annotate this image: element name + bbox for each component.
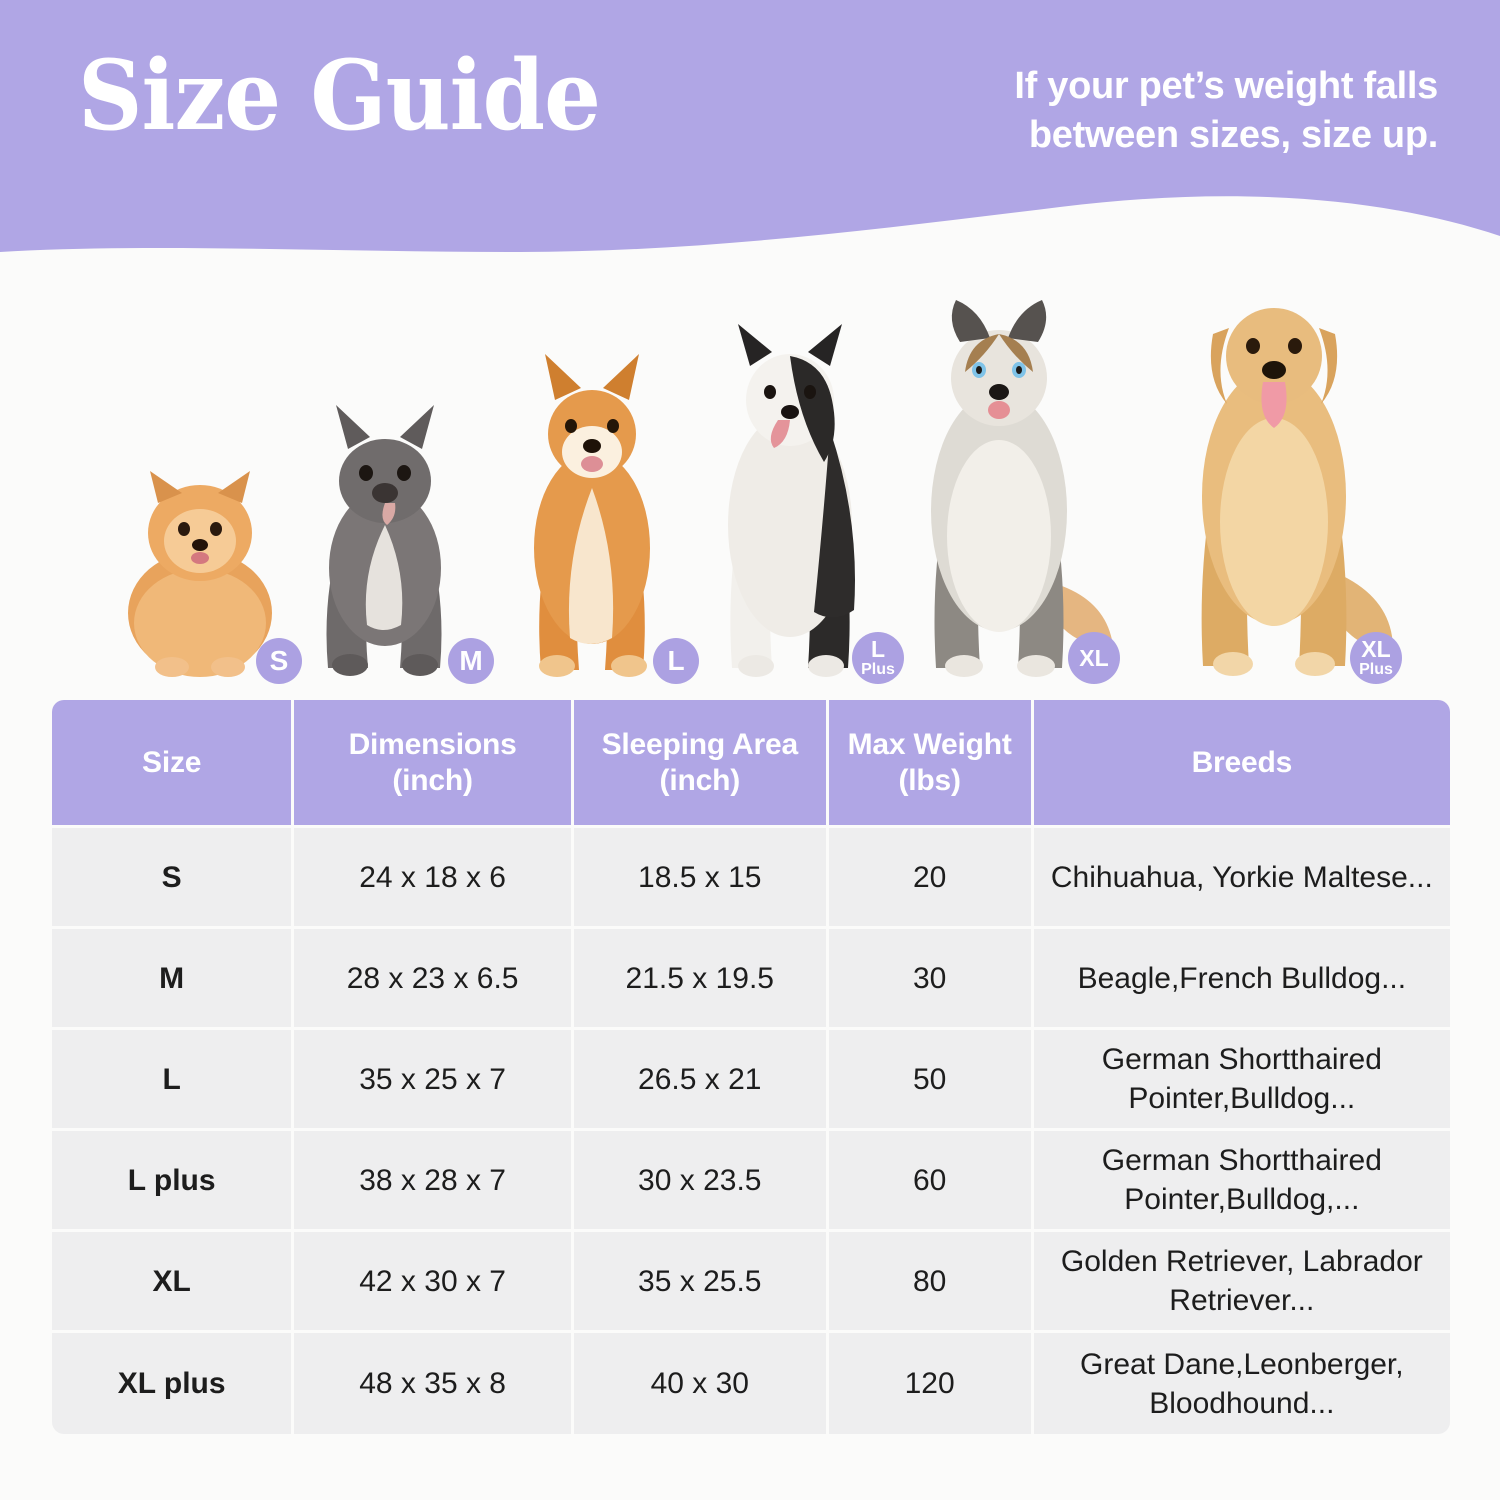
cell-size: L <box>52 1030 295 1131</box>
header-banner: Size Guide If your pet’s weight falls be… <box>0 0 1500 262</box>
cell-max-weight: 60 <box>828 1131 1034 1232</box>
column-header-unit: (inch) <box>659 763 741 797</box>
cell-size: M <box>52 929 295 1030</box>
table-header-row: Size Dimensions (inch) Sleeping Area (in… <box>52 700 1450 828</box>
column-header-unit: (lbs) <box>898 763 961 797</box>
dog-photo-french-bulldog: M <box>278 393 494 684</box>
page-title: Size Guide <box>78 39 601 152</box>
cell-max-weight: 50 <box>828 1030 1034 1131</box>
cell-max-weight: 120 <box>828 1333 1034 1434</box>
cell-sleeping-area: 35 x 25.5 <box>573 1232 829 1333</box>
table-row: XL 42 x 30 x 7 35 x 25.5 80 Golden Retri… <box>52 1232 1450 1333</box>
badge-main-label: XL <box>1079 644 1109 671</box>
column-header-label: Dimensions <box>348 728 517 762</box>
column-header-size: Size <box>52 700 295 828</box>
size-badge-l: L <box>653 638 699 684</box>
column-header-unit: (inch) <box>392 763 473 797</box>
border-collie-illustration <box>728 324 855 677</box>
pomeranian-illustration <box>128 471 272 677</box>
golden-retriever-illustration <box>1201 308 1393 676</box>
dog-size-lineup: S M <box>60 266 1440 684</box>
dog-photo-pomeranian: S <box>100 463 302 684</box>
cell-sleeping-area: 40 x 30 <box>573 1333 829 1434</box>
badge-main-label: S <box>269 645 289 676</box>
cell-size: L plus <box>52 1131 295 1232</box>
cell-dimensions: 38 x 28 x 7 <box>294 1131 574 1232</box>
cell-breeds: Beagle,French Bulldog... <box>1033 929 1450 1030</box>
size-up-note: If your pet’s weight falls between sizes… <box>1014 65 1438 156</box>
cell-breeds: German Shortthaired Pointer,Bulldog,... <box>1033 1131 1450 1232</box>
badge-main-label: L <box>870 636 886 662</box>
shiba-inu-illustration <box>534 354 650 677</box>
cell-breeds: German Shortthaired Pointer,Bulldog... <box>1033 1030 1450 1131</box>
cell-max-weight: 80 <box>828 1232 1034 1333</box>
table-header: Size Dimensions (inch) Sleeping Area (in… <box>52 700 1450 828</box>
table-row: M 28 x 23 x 6.5 21.5 x 19.5 30 Beagle,Fr… <box>52 929 1450 1030</box>
column-header-breeds: Breeds <box>1033 700 1450 828</box>
cell-size: XL plus <box>52 1333 295 1434</box>
column-header-label: Sleeping Area <box>601 728 799 762</box>
cell-dimensions: 24 x 18 x 6 <box>294 828 574 929</box>
badge-main-label: M <box>459 645 483 676</box>
cell-dimensions: 35 x 25 x 7 <box>294 1030 574 1131</box>
column-header-label: Max Weight <box>847 728 1012 762</box>
size-badge-m: M <box>448 638 494 684</box>
australian-shepherd-illustration <box>931 300 1112 677</box>
badge-sub-label: Plus <box>1359 661 1393 678</box>
size-badge-xl: XL <box>1068 632 1120 684</box>
cell-sleeping-area: 18.5 x 15 <box>573 828 829 929</box>
cell-sleeping-area: 30 x 23.5 <box>573 1131 829 1232</box>
badge-main-label: XL <box>1361 636 1391 662</box>
cell-dimensions: 48 x 35 x 8 <box>294 1333 574 1434</box>
table-row: L 35 x 25 x 7 26.5 x 21 50 German Shortt… <box>52 1030 1450 1131</box>
cell-breeds: Chihuahua, Yorkie Maltese... <box>1033 828 1450 929</box>
column-header-sleeping-area: Sleeping Area (inch) <box>573 700 829 828</box>
badge-sub-label: Plus <box>861 661 895 678</box>
column-header-max-weight: Max Weight (lbs) <box>828 700 1034 828</box>
cell-size: XL <box>52 1232 295 1333</box>
cell-max-weight: 30 <box>828 929 1034 1030</box>
cell-sleeping-area: 26.5 x 21 <box>573 1030 829 1131</box>
cell-sleeping-area: 21.5 x 19.5 <box>573 929 829 1030</box>
french-bulldog-illustration <box>326 405 442 676</box>
column-header-label: Breeds <box>1191 745 1293 779</box>
dog-photo-australian-shepherd: XL <box>880 286 1130 684</box>
cell-breeds: Golden Retriever, Labrador Retriever... <box>1033 1232 1450 1333</box>
cell-breeds: Great Dane,Leonberger, Bloodhound... <box>1033 1333 1450 1434</box>
cell-dimensions: 28 x 23 x 6.5 <box>294 929 574 1030</box>
dog-photo-border-collie: L Plus <box>680 310 904 684</box>
dog-photo-shiba-inu: L <box>485 348 700 684</box>
dog-photo-golden-retriever: XL Plus <box>1145 266 1410 684</box>
column-header-label: Size <box>142 745 202 779</box>
banner-wave-shape <box>0 0 1500 252</box>
column-header-dimensions: Dimensions (inch) <box>294 700 574 828</box>
table-row: S 24 x 18 x 6 18.5 x 15 20 Chihuahua, Yo… <box>52 828 1450 929</box>
size-badge-xl-plus: XL Plus <box>1350 632 1402 684</box>
size-badge-l-plus: L Plus <box>852 632 904 684</box>
cell-size: S <box>52 828 295 929</box>
table-body: S 24 x 18 x 6 18.5 x 15 20 Chihuahua, Yo… <box>52 828 1450 1434</box>
size-badge-s: S <box>256 638 302 684</box>
cell-max-weight: 20 <box>828 828 1034 929</box>
size-guide-table: Size Dimensions (inch) Sleeping Area (in… <box>52 700 1450 1434</box>
badge-main-label: L <box>667 645 685 676</box>
cell-dimensions: 42 x 30 x 7 <box>294 1232 574 1333</box>
table-row: XL plus 48 x 35 x 8 40 x 30 120 Great Da… <box>52 1333 1450 1434</box>
table-row: L plus 38 x 28 x 7 30 x 23.5 60 German S… <box>52 1131 1450 1232</box>
